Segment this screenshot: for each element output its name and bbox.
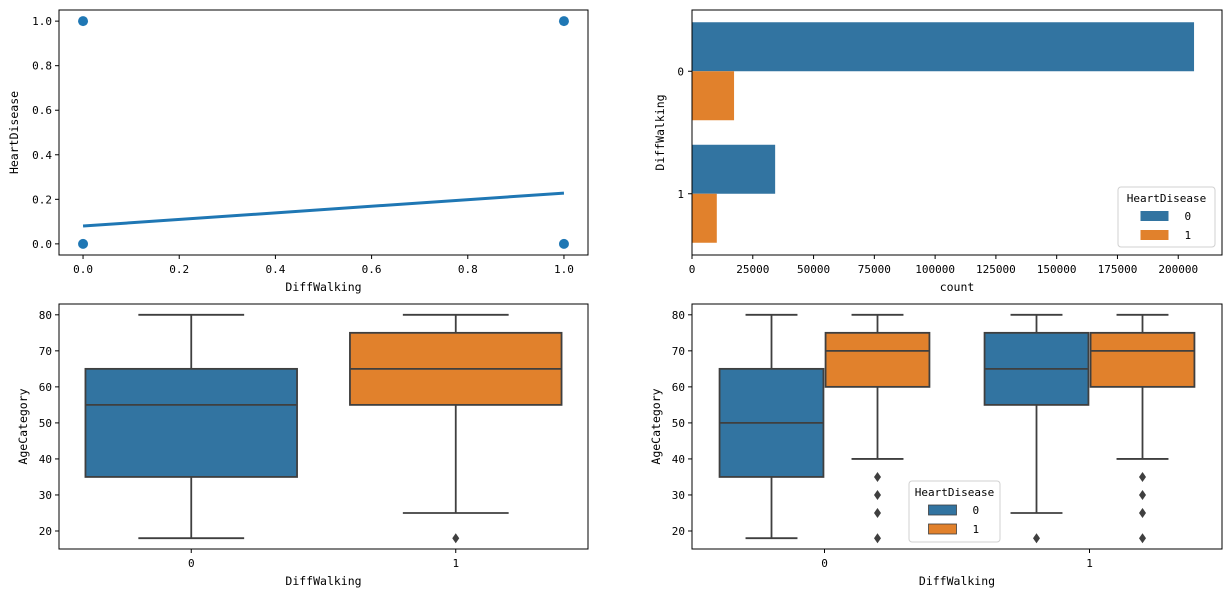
- y-tick-label: 0.8: [32, 60, 52, 73]
- outlier-marker: [452, 533, 460, 544]
- box-dw0: [84, 313, 298, 540]
- outlier-marker: [874, 533, 881, 544]
- box-dw0-hd1: [824, 313, 931, 544]
- x-tick-label: 100000: [915, 263, 955, 276]
- scatter-point: [558, 238, 569, 249]
- y-tick-label: 70: [672, 345, 685, 358]
- legend-swatch-0: [1140, 211, 1169, 221]
- regplot-axes: 0.0 0.2 0.4 0.6 0.8 1.0 0.0 0.2 0.4 0.6 0.8 1.0 Diff…: [7, 9, 589, 294]
- box-iqr: [1089, 331, 1196, 388]
- legend-label-1: 1: [1185, 229, 1192, 242]
- x-axis-label: count: [940, 280, 975, 294]
- y-tick-label: 30: [39, 489, 52, 502]
- axes-frame: [58, 303, 589, 550]
- y-tick-label: 0.0: [32, 238, 52, 251]
- y-tick-label: 20: [672, 525, 685, 538]
- y-tick-label: 40: [39, 453, 52, 466]
- x-tick-label: 0: [689, 263, 696, 276]
- box-iqr: [824, 331, 931, 388]
- x-tick-label: 25000: [736, 263, 769, 276]
- y-tick-label: 1: [677, 188, 684, 201]
- legend: HeartDisease 0 1: [1117, 186, 1216, 248]
- outlier-marker: [874, 489, 881, 500]
- legend-label-1: 1: [973, 523, 980, 536]
- legend-swatch-1: [1140, 230, 1169, 240]
- legend-title: HeartDisease: [915, 486, 994, 499]
- scatter-point: [558, 16, 569, 27]
- y-tick-label: 0: [677, 65, 684, 78]
- outlier-marker: [1139, 471, 1146, 482]
- x-axis-label: DiffWalking: [919, 574, 995, 588]
- hue-boxplot-axes: 0 1 20 30 40 50 60 70 80 DiffWalking AgeCategory He…: [649, 303, 1223, 588]
- x-tick-label: 0: [188, 557, 195, 570]
- x-tick-label: 0.4: [265, 263, 285, 276]
- bar-dw0-hd0: [692, 22, 1195, 72]
- y-tick-label: 50: [39, 417, 52, 430]
- y-tick-label: 60: [672, 381, 685, 394]
- y-tick-label: 70: [39, 345, 52, 358]
- legend-swatch-1: [928, 523, 957, 535]
- bar-dw1-hd0: [692, 144, 776, 194]
- x-tick-label: 200000: [1158, 263, 1198, 276]
- x-tick-label: 75000: [858, 263, 891, 276]
- legend-swatch-0: [928, 504, 957, 516]
- x-tick-label: 1: [452, 557, 459, 570]
- x-tick-label: 0.2: [169, 263, 189, 276]
- x-tick-label: 175000: [1098, 263, 1138, 276]
- axes-frame: [58, 9, 589, 256]
- outlier-marker: [1139, 533, 1146, 544]
- y-tick-label: 40: [672, 453, 685, 466]
- box-dw1: [349, 313, 563, 544]
- legend-label-0: 0: [1185, 210, 1192, 223]
- x-tick-label: 0: [821, 557, 828, 570]
- box-dw0-hd0: [718, 313, 825, 540]
- box-dw1-hd1: [1089, 313, 1196, 544]
- y-tick-label: 80: [672, 309, 685, 322]
- y-tick-label: 20: [39, 525, 52, 538]
- y-tick-label: 0.4: [32, 149, 52, 162]
- outlier-marker: [874, 471, 881, 482]
- axes-frame: [691, 303, 1223, 550]
- x-tick-label: 1.0: [554, 263, 574, 276]
- bar-dw1-hd1: [692, 193, 717, 243]
- scatter-point: [78, 16, 89, 27]
- y-tick-label: 60: [39, 381, 52, 394]
- x-tick-label: 150000: [1037, 263, 1077, 276]
- outlier-marker: [1033, 533, 1040, 544]
- legend-label-0: 0: [973, 504, 980, 517]
- axes-frame: [691, 9, 1223, 256]
- y-tick-label: 0.6: [32, 104, 52, 117]
- scatter-point: [78, 238, 89, 249]
- x-axis-label: DiffWalking: [285, 574, 361, 588]
- y-axis-label: HeartDisease: [7, 91, 21, 174]
- y-tick-label: 50: [672, 417, 685, 430]
- y-axis-label: AgeCategory: [649, 388, 663, 464]
- y-tick-label: 1.0: [32, 15, 52, 28]
- legend: HeartDisease 0 1: [908, 480, 1001, 543]
- y-axis-label: AgeCategory: [16, 388, 30, 464]
- outlier-marker: [1139, 489, 1146, 500]
- outlier-marker: [874, 507, 881, 518]
- countplot-axes: 0 1 0 25000 50000 75000 100000 125000 150000 1750…: [653, 9, 1223, 294]
- y-tick-label: 0.2: [32, 193, 52, 206]
- bar-dw0-hd1: [692, 71, 735, 121]
- outlier-marker: [1139, 507, 1146, 518]
- x-tick-label: 0.6: [362, 263, 382, 276]
- x-axis-label: DiffWalking: [285, 280, 361, 294]
- box-iqr: [84, 367, 298, 478]
- x-tick-label: 50000: [797, 263, 830, 276]
- boxplot-axes: 0 1 20 30 40 50 60 70 80 DiffWalking AgeCategory: [16, 303, 589, 588]
- x-tick-label: 125000: [976, 263, 1016, 276]
- y-tick-label: 30: [672, 489, 685, 502]
- y-axis-label: DiffWalking: [653, 94, 667, 170]
- regression-line: [82, 191, 565, 228]
- x-tick-label: 1: [1086, 557, 1093, 570]
- box-dw1-hd0: [983, 313, 1090, 544]
- legend-title: HeartDisease: [1127, 192, 1206, 205]
- y-tick-label: 80: [39, 309, 52, 322]
- x-tick-label: 0.0: [73, 263, 93, 276]
- x-tick-label: 0.8: [458, 263, 478, 276]
